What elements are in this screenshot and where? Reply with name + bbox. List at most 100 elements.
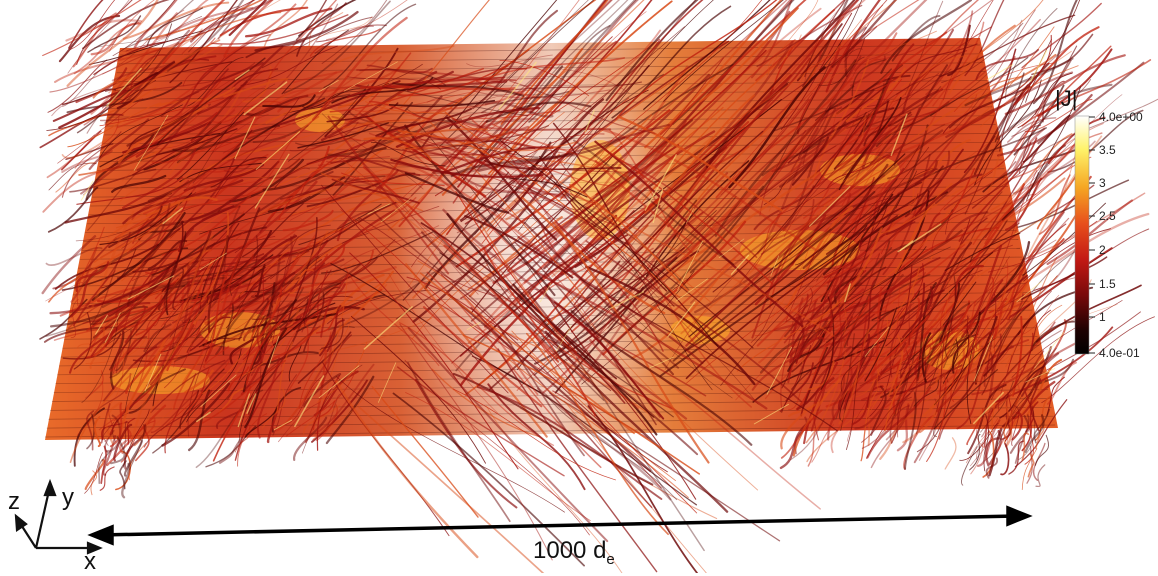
- field-filament: [242, 202, 304, 258]
- bright-filament: [95, 314, 108, 335]
- field-filament: [392, 82, 525, 97]
- bright-filament: [318, 80, 339, 93]
- field-filament: [273, 148, 357, 190]
- field-filament: [712, 111, 867, 293]
- field-filament: [49, 49, 159, 93]
- field-filament: [995, 399, 1027, 454]
- field-filament: [155, 86, 235, 108]
- field-filament: [93, 202, 181, 263]
- field-filament: [904, 26, 993, 103]
- field-filament: [237, 413, 268, 467]
- field-filament: [890, 393, 911, 444]
- field-filament: [320, 273, 349, 338]
- field-filament: [866, 342, 907, 408]
- field-filament: [967, 383, 1007, 455]
- field-filament: [908, 311, 923, 346]
- field-filament: [314, 24, 387, 54]
- bright-filament: [1034, 332, 1065, 369]
- field-filament: [945, 211, 989, 242]
- field-filament: [225, 274, 275, 329]
- field-filament: [319, 257, 378, 285]
- field-filament: [534, 178, 690, 291]
- field-filament: [111, 174, 167, 193]
- field-filament: [447, 293, 652, 472]
- bright-filament: [864, 326, 890, 357]
- field-filament: [455, 191, 578, 354]
- field-filament: [1003, 405, 1009, 440]
- field-filament: [659, 194, 900, 377]
- field-filament: [255, 262, 330, 314]
- field-filament: [521, 196, 666, 315]
- field-filament: [952, 26, 1055, 137]
- field-filament: [523, 221, 675, 376]
- field-filament: [202, 332, 268, 394]
- field-filament: [644, 94, 755, 215]
- field-filament: [482, 247, 596, 417]
- field-filament: [122, 179, 244, 225]
- field-filament: [830, 4, 884, 62]
- field-filament: [947, 24, 1016, 95]
- field-filament: [926, 265, 980, 311]
- field-filament: [47, 59, 108, 113]
- field-filament: [231, 247, 291, 301]
- field-filament: [544, 330, 729, 513]
- field-filament: [440, 146, 554, 175]
- field-filament: [970, 442, 985, 475]
- field-filament: [593, 0, 763, 157]
- field-filament: [203, 345, 230, 369]
- field-filament: [215, 97, 300, 197]
- field-filament: [909, 171, 936, 214]
- field-filament: [988, 428, 1003, 477]
- field-filament: [852, 289, 945, 350]
- field-filament: [736, 286, 855, 372]
- field-filament: [915, 311, 969, 388]
- field-filament: [115, 212, 184, 229]
- field-filament: [853, 43, 915, 155]
- field-filament: [837, 260, 847, 360]
- field-filament: [227, 366, 250, 392]
- field-filament: [285, 369, 357, 437]
- field-filament: [499, 60, 590, 97]
- field-filament: [605, 0, 699, 102]
- bright-filament: [608, 291, 645, 310]
- field-filament: [1008, 440, 1024, 475]
- field-filament: [314, 205, 440, 259]
- field-filament: [481, 97, 630, 245]
- field-filament: [631, 257, 736, 360]
- field-filament: [933, 369, 998, 430]
- field-filament: [850, 55, 886, 87]
- field-filament: [947, 24, 971, 77]
- field-filament: [276, 341, 294, 414]
- field-filament: [392, 392, 585, 567]
- field-filament: [1027, 453, 1035, 478]
- field-filament: [144, 0, 263, 41]
- field-filament: [406, 80, 508, 92]
- field-filament: [1042, 59, 1072, 123]
- field-filament: [1025, 0, 1081, 103]
- field-filament: [261, 387, 286, 429]
- field-filament: [686, 262, 849, 384]
- field-filament: [165, 7, 254, 37]
- field-filament: [491, 123, 631, 179]
- field-filament: [659, 0, 807, 136]
- field-filament: [156, 57, 266, 146]
- field-filament: [76, 226, 105, 307]
- field-filament: [930, 199, 970, 242]
- field-filament: [75, 261, 110, 292]
- field-filament: [248, 224, 331, 271]
- field-filament: [792, 378, 842, 457]
- field-filament: [123, 424, 147, 470]
- field-filament: [529, 0, 637, 115]
- field-filament: [966, 301, 1015, 359]
- striation-line: [119, 44, 981, 56]
- field-filament: [1021, 448, 1038, 490]
- field-filament: [81, 319, 119, 403]
- field-filament: [522, 156, 712, 303]
- field-filament: [247, 136, 298, 195]
- field-filament: [467, 147, 684, 344]
- field-filament: [870, 404, 910, 469]
- field-filament: [761, 138, 825, 177]
- field-filament: [311, 16, 408, 121]
- field-filament: [283, 0, 391, 94]
- field-filament: [953, 62, 1056, 112]
